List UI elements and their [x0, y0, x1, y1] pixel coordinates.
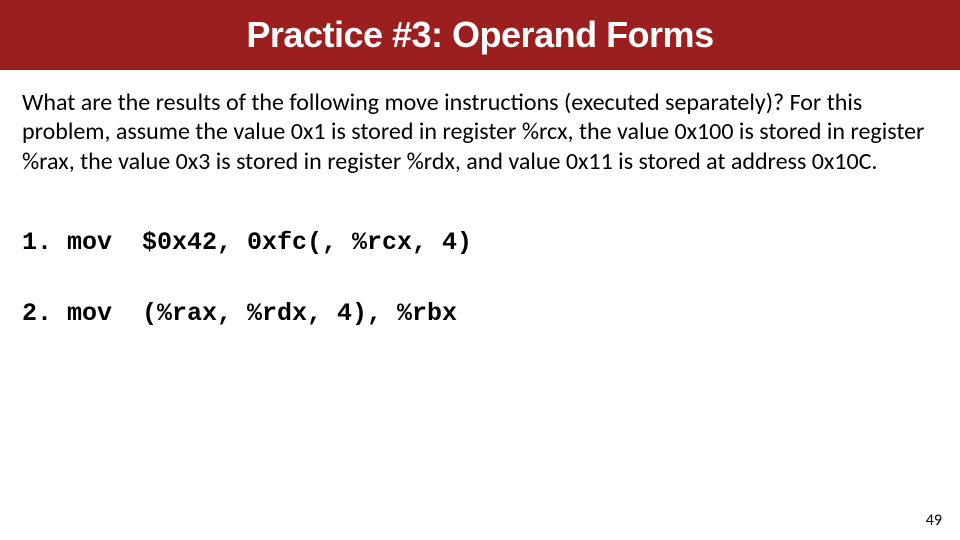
instruction-row: 2. mov (%rax, %rdx, 4), %rbx — [22, 299, 960, 328]
problem-statement: What are the results of the following mo… — [0, 70, 960, 176]
instruction-operands: (%rax, %rdx, 4), %rbx — [142, 299, 960, 328]
instruction-number: 1. mov — [22, 228, 142, 257]
instruction-operands: $0x42, 0xfc(, %rcx, 4) — [142, 228, 960, 257]
instruction-list: 1. mov $0x42, 0xfc(, %rcx, 4) 2. mov (%r… — [0, 228, 960, 328]
slide-title: Practice #3: Operand Forms — [246, 14, 713, 56]
page-number: 49 — [926, 511, 942, 530]
slide-header: Practice #3: Operand Forms — [0, 0, 960, 70]
instruction-number: 2. mov — [22, 299, 142, 328]
instruction-row: 1. mov $0x42, 0xfc(, %rcx, 4) — [22, 228, 960, 257]
